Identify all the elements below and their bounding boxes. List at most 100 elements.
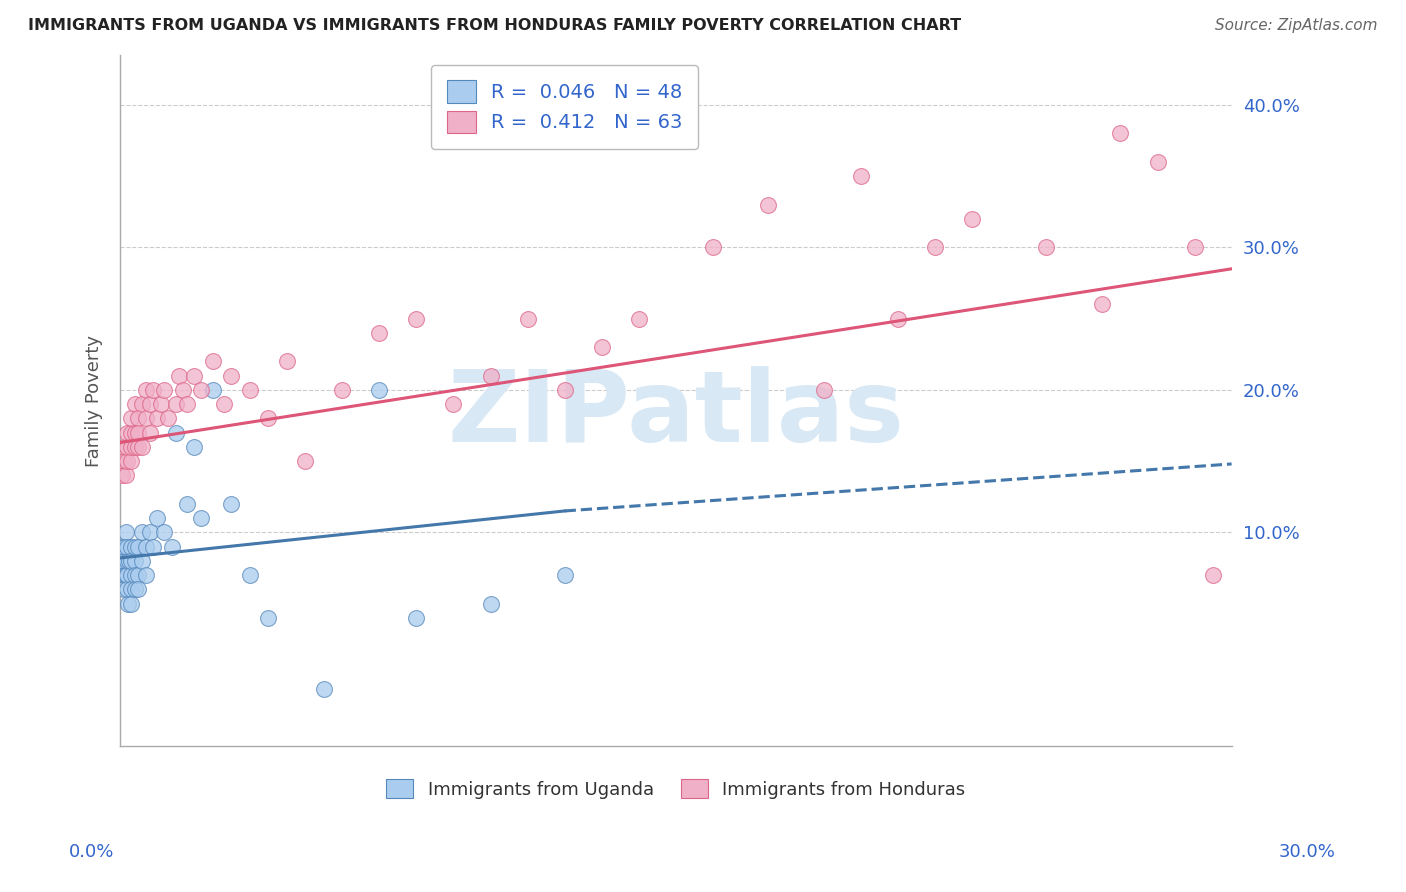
Point	[135, 411, 157, 425]
Point	[142, 383, 165, 397]
Point	[153, 383, 176, 397]
Point	[112, 582, 135, 597]
Point	[591, 340, 613, 354]
Point	[117, 554, 139, 568]
Point	[554, 383, 576, 397]
Point	[138, 425, 160, 440]
Point	[627, 311, 650, 326]
Point	[120, 540, 142, 554]
Point	[1035, 240, 1057, 254]
Point	[128, 425, 150, 440]
Text: ZIPatlas: ZIPatlas	[447, 366, 904, 463]
Point	[405, 611, 427, 625]
Point	[924, 240, 946, 254]
Point	[131, 397, 153, 411]
Point	[124, 440, 146, 454]
Point	[124, 582, 146, 597]
Point	[212, 397, 235, 411]
Point	[1091, 297, 1114, 311]
Y-axis label: Family Poverty: Family Poverty	[86, 334, 103, 467]
Point	[276, 354, 298, 368]
Point	[146, 411, 169, 425]
Point	[128, 440, 150, 454]
Text: 30.0%: 30.0%	[1279, 843, 1336, 861]
Point	[758, 197, 780, 211]
Point	[117, 425, 139, 440]
Point	[257, 411, 280, 425]
Point	[160, 540, 183, 554]
Point	[312, 681, 335, 696]
Point	[131, 554, 153, 568]
Point	[176, 397, 198, 411]
Point	[1109, 127, 1132, 141]
Point	[117, 568, 139, 582]
Point	[124, 554, 146, 568]
Point	[114, 468, 136, 483]
Point	[124, 425, 146, 440]
Point	[443, 397, 465, 411]
Point	[157, 411, 180, 425]
Point	[120, 568, 142, 582]
Point	[479, 597, 502, 611]
Point	[135, 383, 157, 397]
Point	[201, 354, 224, 368]
Point	[190, 383, 212, 397]
Point	[124, 397, 146, 411]
Legend: Immigrants from Uganda, Immigrants from Honduras: Immigrants from Uganda, Immigrants from …	[378, 772, 973, 806]
Point	[120, 554, 142, 568]
Point	[516, 311, 538, 326]
Point	[118, 554, 141, 568]
Point	[112, 440, 135, 454]
Point	[111, 468, 134, 483]
Point	[128, 540, 150, 554]
Point	[131, 440, 153, 454]
Point	[239, 383, 262, 397]
Point	[111, 554, 134, 568]
Point	[124, 540, 146, 554]
Point	[1202, 568, 1225, 582]
Point	[128, 568, 150, 582]
Point	[960, 211, 983, 226]
Point	[112, 568, 135, 582]
Point	[131, 525, 153, 540]
Point	[1146, 155, 1168, 169]
Point	[117, 582, 139, 597]
Point	[176, 497, 198, 511]
Point	[117, 597, 139, 611]
Point	[165, 425, 187, 440]
Point	[120, 440, 142, 454]
Point	[149, 397, 172, 411]
Point	[183, 440, 205, 454]
Point	[239, 568, 262, 582]
Point	[479, 368, 502, 383]
Point	[128, 411, 150, 425]
Point	[167, 368, 190, 383]
Point	[114, 568, 136, 582]
Point	[135, 568, 157, 582]
Point	[887, 311, 910, 326]
Point	[142, 540, 165, 554]
Point	[112, 540, 135, 554]
Point	[117, 454, 139, 468]
Point	[849, 169, 872, 184]
Point	[146, 511, 169, 525]
Point	[1184, 240, 1206, 254]
Point	[120, 411, 142, 425]
Point	[117, 540, 139, 554]
Point	[219, 497, 242, 511]
Text: 0.0%: 0.0%	[69, 843, 114, 861]
Point	[124, 568, 146, 582]
Text: IMMIGRANTS FROM UGANDA VS IMMIGRANTS FROM HONDURAS FAMILY POVERTY CORRELATION CH: IMMIGRANTS FROM UGANDA VS IMMIGRANTS FRO…	[28, 18, 962, 33]
Point	[112, 454, 135, 468]
Point	[172, 383, 194, 397]
Point	[219, 368, 242, 383]
Point	[138, 397, 160, 411]
Point	[368, 383, 391, 397]
Point	[190, 511, 212, 525]
Point	[165, 397, 187, 411]
Point	[120, 425, 142, 440]
Point	[120, 582, 142, 597]
Point	[257, 611, 280, 625]
Point	[111, 540, 134, 554]
Point	[135, 540, 157, 554]
